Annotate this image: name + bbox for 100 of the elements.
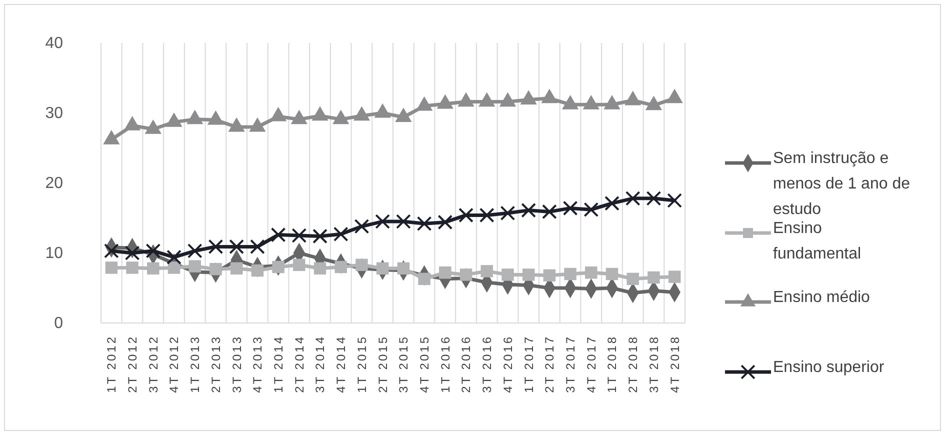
point [126, 262, 138, 274]
point [230, 262, 243, 275]
point [666, 88, 683, 104]
x-tick-label: 3T 2014 [313, 335, 328, 393]
x-tick-label: 2T 2017 [542, 335, 557, 393]
point [249, 117, 266, 132]
x-tick-label: 1T 2016 [438, 335, 452, 393]
point [124, 116, 141, 130]
legend-label: Ensino médio [773, 289, 870, 306]
point [229, 239, 244, 254]
x-tick-label: 4T 2018 [668, 335, 682, 393]
point [375, 214, 390, 229]
point [312, 106, 328, 121]
point [166, 250, 182, 265]
point [606, 268, 618, 280]
y-tick-label: 30 [45, 105, 64, 122]
point [290, 110, 308, 124]
point [478, 92, 496, 107]
x-tick-label: 4T 2016 [500, 335, 515, 393]
x-tick-label: 4T 2014 [334, 335, 348, 393]
point [584, 202, 599, 218]
point [648, 271, 660, 284]
point [208, 239, 224, 254]
point [562, 200, 578, 216]
point [625, 190, 640, 206]
point [479, 208, 494, 223]
point [438, 214, 453, 230]
point [626, 272, 639, 286]
point [334, 260, 347, 274]
y-tick-label: 0 [54, 315, 64, 332]
x-tick-label: 3T 2015 [396, 335, 411, 393]
point [543, 269, 556, 282]
point [166, 112, 182, 127]
point [520, 90, 537, 105]
point [542, 204, 557, 220]
x-tick-label: 3T 2013 [230, 335, 244, 393]
point [210, 262, 222, 276]
point [356, 258, 368, 272]
point [124, 246, 140, 260]
point [436, 94, 454, 109]
point [250, 239, 265, 254]
point [458, 208, 474, 223]
y-tick-label: 10 [45, 245, 64, 262]
point [604, 94, 620, 110]
point [541, 88, 558, 104]
point [270, 106, 287, 122]
x-tick-label: 1T 2013 [188, 335, 202, 393]
point [272, 260, 284, 274]
point [668, 270, 681, 283]
point [395, 108, 412, 122]
x-tick-label: 3T 2012 [146, 335, 160, 393]
x-tick-label: 1T 2018 [605, 335, 620, 393]
point [292, 228, 307, 243]
point [480, 265, 493, 278]
point [645, 96, 662, 110]
point [499, 92, 516, 107]
x-tick-label: 2T 2013 [208, 335, 223, 393]
point [564, 268, 576, 280]
x-tick-label: 2T 2012 [125, 335, 140, 393]
point [502, 268, 514, 281]
point [187, 243, 202, 258]
point [396, 214, 411, 229]
x-tick-label: 2T 2016 [459, 335, 474, 393]
point [147, 262, 160, 275]
x-tick-label: 3T 2016 [480, 335, 494, 393]
point [458, 92, 474, 107]
point [500, 206, 516, 221]
point [312, 228, 328, 244]
point [353, 106, 370, 121]
point [270, 227, 286, 242]
point [144, 119, 162, 134]
point [354, 218, 370, 234]
x-tick-label: 4T 2017 [584, 335, 598, 393]
point [293, 258, 306, 272]
x-tick-label: 1T 2017 [522, 335, 536, 393]
point [207, 110, 224, 125]
legend-label: Sem instrução e menos de 1 ano de estudo [773, 150, 910, 218]
legend-label: Ensino fundamental [773, 220, 862, 263]
point [105, 262, 118, 274]
point [460, 268, 472, 281]
point [374, 103, 391, 118]
x-tick-label: 3T 2018 [646, 335, 661, 393]
point [332, 110, 350, 124]
point [168, 262, 180, 274]
point [186, 110, 204, 124]
x-tick-label: 1T 2012 [104, 335, 119, 393]
y-tick-label: 40 [45, 35, 64, 52]
x-tick-label: 2T 2015 [376, 335, 390, 393]
point [376, 262, 389, 275]
point [646, 190, 662, 206]
x-tick-label: 4T 2015 [417, 335, 432, 393]
point [582, 94, 600, 110]
point [146, 243, 161, 258]
point [439, 266, 452, 279]
x-tick-label: 1T 2014 [271, 335, 286, 393]
point [188, 260, 201, 272]
point [104, 243, 119, 258]
point [521, 202, 536, 218]
point [228, 117, 245, 132]
point [103, 130, 120, 144]
